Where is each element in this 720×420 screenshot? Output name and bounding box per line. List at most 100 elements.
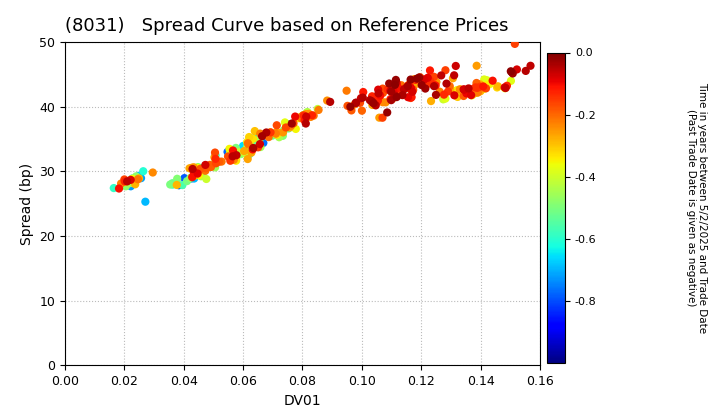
Point (438, 91, 450, 98)
Point (130, 173, 142, 180)
Point (285, 122, 297, 129)
Point (390, 92, 401, 99)
Point (119, 178, 130, 185)
Point (424, 80, 436, 87)
Point (395, 88, 407, 94)
Point (242, 140, 253, 147)
Point (122, 178, 133, 185)
Point (181, 178, 193, 184)
Point (444, 87, 456, 93)
Point (367, 96, 379, 102)
Point (393, 91, 405, 98)
Point (420, 85, 431, 92)
Point (265, 129, 276, 136)
Point (312, 105, 323, 112)
Point (355, 95, 366, 102)
Point (465, 92, 477, 98)
Point (368, 94, 379, 100)
Point (408, 76, 420, 82)
Point (239, 147, 251, 154)
Point (449, 92, 460, 99)
Point (301, 113, 312, 120)
Point (243, 151, 255, 158)
Point (230, 158, 242, 164)
Point (113, 185, 125, 192)
Point (480, 85, 492, 92)
Point (389, 92, 400, 99)
Point (356, 108, 368, 114)
Point (125, 176, 137, 183)
Point (243, 141, 254, 148)
Point (401, 83, 413, 90)
Point (357, 94, 369, 101)
Point (243, 134, 255, 140)
Point (406, 94, 418, 100)
Point (171, 176, 183, 182)
Point (452, 94, 464, 100)
Point (186, 174, 198, 181)
Point (299, 117, 310, 123)
Point (367, 95, 379, 102)
Point (426, 75, 437, 81)
Point (305, 113, 317, 120)
Point (408, 87, 419, 93)
Point (428, 74, 440, 80)
Point (396, 87, 408, 94)
Point (244, 140, 256, 147)
Point (466, 92, 477, 99)
Point (451, 87, 463, 94)
Point (371, 98, 382, 105)
Point (501, 82, 513, 89)
Point (271, 122, 282, 129)
Point (210, 156, 221, 163)
Point (205, 164, 217, 171)
Point (120, 183, 131, 189)
Point (289, 113, 301, 120)
Point (459, 86, 470, 93)
Point (477, 83, 489, 90)
Point (421, 81, 433, 87)
Point (471, 63, 482, 69)
Point (248, 144, 259, 151)
Point (115, 180, 127, 187)
Point (222, 153, 234, 160)
Point (167, 180, 179, 186)
Point (213, 158, 225, 165)
Point (472, 89, 484, 96)
Point (184, 165, 195, 172)
Point (306, 112, 318, 118)
Point (199, 162, 211, 168)
Point (410, 76, 421, 83)
Point (251, 133, 262, 140)
Point (370, 102, 382, 109)
Point (247, 146, 258, 153)
Point (411, 80, 423, 87)
Point (478, 85, 490, 92)
Point (479, 84, 490, 91)
Point (192, 165, 203, 171)
Point (209, 154, 220, 161)
Point (402, 83, 413, 89)
Point (240, 150, 251, 157)
Point (418, 77, 430, 84)
Point (253, 136, 265, 143)
Point (300, 120, 312, 127)
Point (254, 141, 266, 147)
Point (132, 176, 144, 183)
Point (210, 149, 221, 156)
Point (525, 63, 536, 69)
Point (186, 165, 198, 172)
Point (390, 79, 402, 85)
Point (413, 74, 425, 81)
Point (186, 164, 197, 171)
Point (222, 149, 233, 155)
Point (474, 88, 486, 94)
Point (377, 114, 388, 121)
Point (341, 87, 352, 94)
Point (224, 150, 235, 157)
Point (451, 87, 462, 94)
Point (196, 165, 207, 171)
Point (424, 67, 436, 74)
Point (227, 153, 238, 160)
Point (403, 81, 415, 88)
